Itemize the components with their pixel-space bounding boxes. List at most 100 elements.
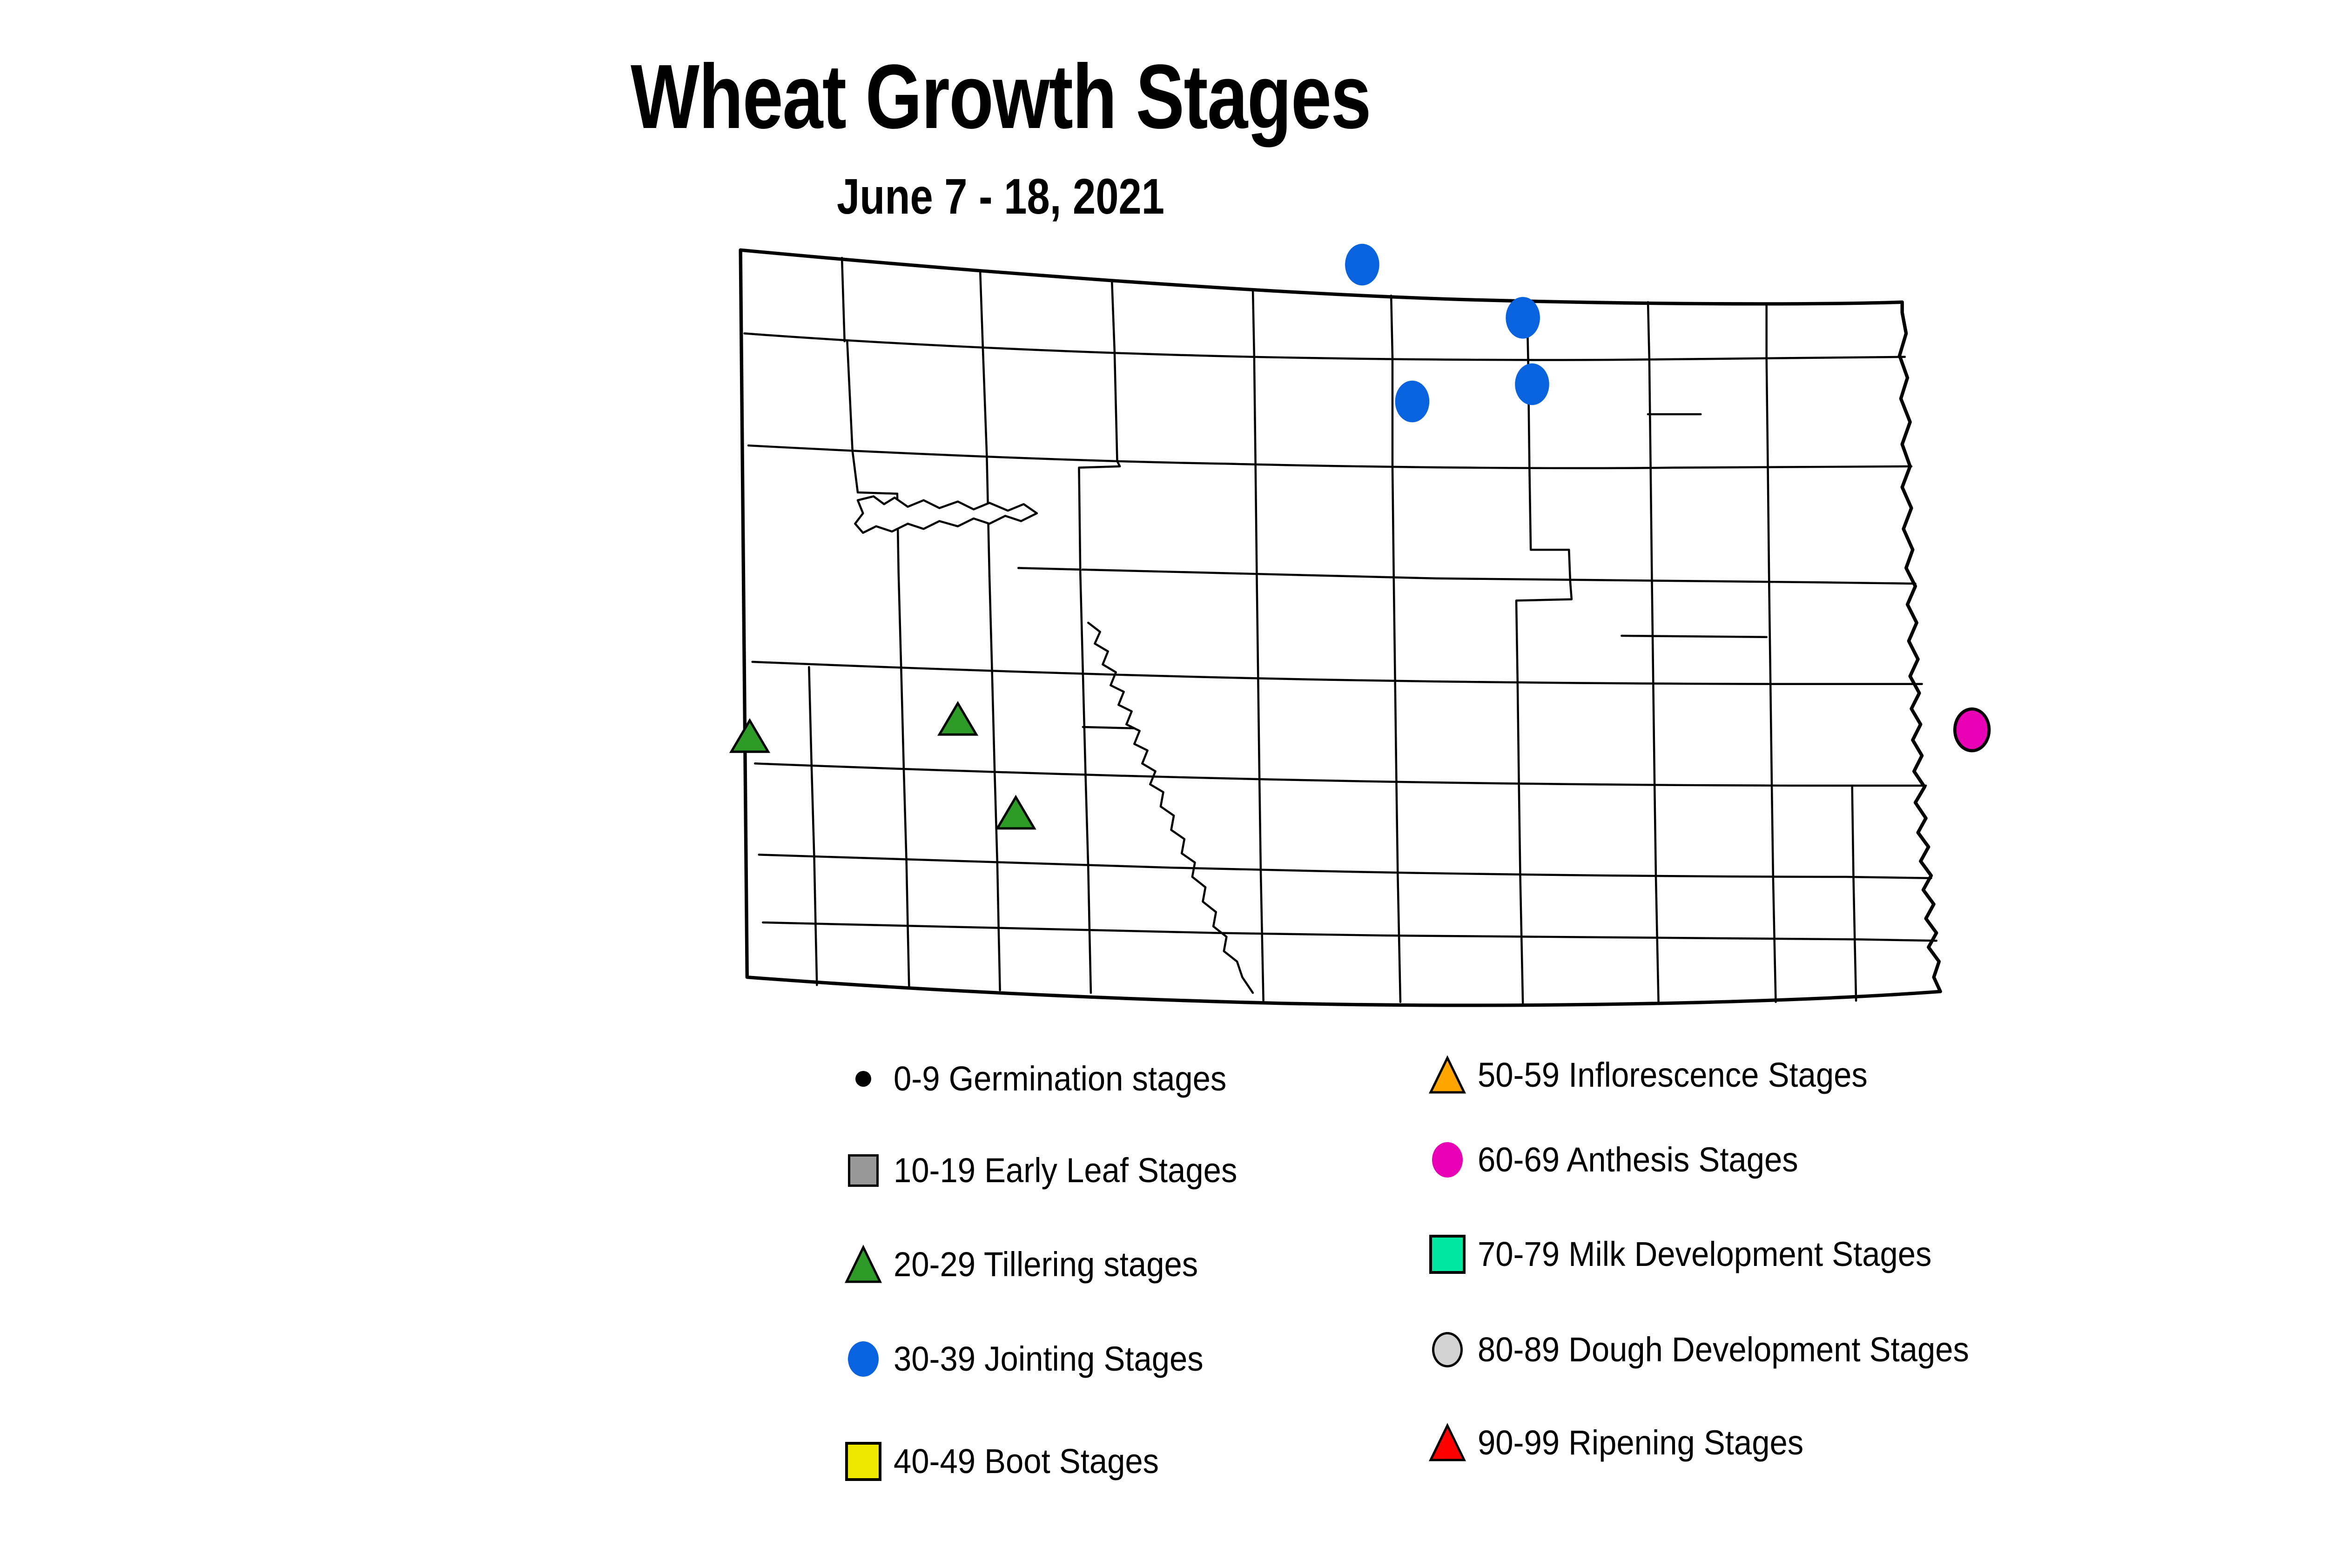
legend-item-10-19[interactable]: 10-19 Early Leaf Stages bbox=[833, 1143, 1263, 1198]
vline-t8-i bbox=[1773, 939, 1777, 1003]
vline-t7-h bbox=[1654, 875, 1659, 942]
vline-t7-c bbox=[996, 864, 1000, 932]
vline-t4-e bbox=[1392, 580, 1396, 683]
vline-t8-e bbox=[1261, 935, 1264, 1002]
vline-t6-h bbox=[1653, 784, 1657, 878]
missouri-river bbox=[1087, 621, 1254, 994]
legend-item-40-49[interactable]: 40-49 Boot Stages bbox=[833, 1433, 1179, 1489]
legend-item-label: 50-59 Inflorescence Stages bbox=[1478, 1056, 1868, 1094]
vline-t8-c bbox=[997, 929, 1001, 991]
vline-t8-d bbox=[1088, 932, 1092, 994]
vline-t5-step bbox=[1082, 726, 1136, 730]
vline-t1-a bbox=[841, 256, 846, 343]
vline-t3-g bbox=[1649, 466, 1653, 584]
vline-t3-c bbox=[1078, 460, 1121, 574]
legend-item-70-79[interactable]: 70-79 Milk Development Stages bbox=[1417, 1226, 1966, 1282]
vline-t4-h bbox=[1768, 585, 1772, 685]
vline-t4-d bbox=[1256, 577, 1259, 680]
vline-t2-a bbox=[846, 340, 854, 452]
vline-t7-d bbox=[1087, 867, 1091, 934]
vline-t5-i bbox=[1769, 683, 1773, 787]
legend-item-label: 0-9 Germination stages bbox=[894, 1059, 1227, 1098]
legend-marker-square-icon bbox=[848, 1154, 879, 1187]
county-boundaries bbox=[739, 248, 1942, 1007]
legend-item-50-59[interactable]: 50-59 Inflorescence Stages bbox=[1417, 1047, 1897, 1103]
legend-item-20-29[interactable]: 20-29 Tillering stages bbox=[833, 1237, 1221, 1292]
legend-swatch bbox=[1417, 1132, 1478, 1188]
map-point-30-39[interactable] bbox=[1506, 297, 1540, 339]
map-point-20-29[interactable] bbox=[729, 718, 770, 753]
legend-swatch bbox=[1417, 1322, 1478, 1378]
map-point-30-39[interactable] bbox=[1345, 243, 1379, 286]
vline-t7-a bbox=[813, 859, 817, 926]
vline-t4-a bbox=[897, 572, 902, 671]
vline-t4-f bbox=[1515, 581, 1573, 684]
vline-t2-b bbox=[982, 346, 988, 457]
vline-t1-d bbox=[1251, 288, 1256, 357]
legend-item-label: 20-29 Tillering stages bbox=[894, 1245, 1198, 1284]
vline-t7-g bbox=[1519, 874, 1523, 941]
legend-item-label: 10-19 Early Leaf Stages bbox=[894, 1151, 1237, 1190]
vline-t6-j bbox=[1851, 784, 1855, 878]
page-title: Wheat Growth Stages bbox=[630, 46, 1372, 148]
legend-marker-triangle-icon bbox=[1426, 1055, 1469, 1095]
legend-marker-triangle-icon bbox=[1426, 1423, 1469, 1463]
vline-t6-f bbox=[1395, 782, 1399, 875]
vline-t7-i bbox=[1772, 875, 1776, 942]
legend-item-label: 80-89 Dough Development Stages bbox=[1478, 1330, 1969, 1369]
legend-item-80-89[interactable]: 80-89 Dough Development Stages bbox=[1417, 1322, 2006, 1378]
legend-marker-circle-icon bbox=[1432, 1142, 1463, 1178]
vline-t1-g bbox=[1647, 301, 1651, 361]
map-data-points bbox=[729, 243, 1991, 830]
legend-swatch bbox=[833, 1237, 894, 1292]
legend-item-30-39[interactable]: 30-39 Jointing Stages bbox=[833, 1331, 1227, 1387]
legend-marker-circle-icon bbox=[855, 1071, 871, 1087]
legend-marker-circle-icon bbox=[848, 1341, 879, 1377]
vline-t6-i bbox=[1770, 784, 1775, 878]
legend-item-90-99[interactable]: 90-99 Ripening Stages bbox=[1417, 1415, 1828, 1471]
vline-t8-h bbox=[1656, 939, 1660, 1004]
legend-item-label: 90-99 Ripening Stages bbox=[1478, 1423, 1804, 1462]
map-point-20-29[interactable] bbox=[995, 794, 1036, 830]
map-point-20-29[interactable] bbox=[937, 701, 979, 736]
legend: 0-9 Germination stages 10-19 Early Leaf S… bbox=[833, 1047, 2229, 1545]
vline-t6-g bbox=[1518, 783, 1521, 877]
vline-t8-b bbox=[907, 926, 910, 989]
legend-item-label: 40-49 Boot Stages bbox=[894, 1442, 1159, 1481]
vline-t7-e bbox=[1259, 870, 1264, 938]
legend-marker-square-icon bbox=[845, 1442, 881, 1481]
legend-item-60-69[interactable]: 60-69 Anthesis Stages bbox=[1417, 1132, 1823, 1188]
map-point-30-39[interactable] bbox=[1395, 380, 1430, 423]
legend-marker-circle-icon bbox=[1432, 1332, 1463, 1367]
legend-marker-triangle-icon bbox=[842, 1245, 885, 1285]
vline-t3-e bbox=[1391, 465, 1395, 582]
north-dakota-map bbox=[726, 232, 2043, 1014]
map-svg bbox=[729, 243, 1991, 1007]
vline-t1-b bbox=[979, 271, 984, 349]
vline-t5-a bbox=[808, 666, 813, 770]
vline-t8-g bbox=[1520, 938, 1524, 1004]
page-subtitle: June 7 - 18, 2021 bbox=[837, 168, 1164, 224]
map-point-60-69[interactable] bbox=[1953, 707, 1991, 753]
title-block: Wheat Growth Stages June 7 - 18, 2021 bbox=[0, 0, 2001, 222]
vline-t8-a bbox=[814, 924, 818, 986]
vline-t1-c bbox=[1110, 280, 1116, 353]
vline-t4-c bbox=[1079, 572, 1084, 676]
lake-sakakawea bbox=[854, 495, 1038, 534]
vline-t5-f bbox=[1394, 680, 1398, 784]
legend-item-label: 70-79 Milk Development Stages bbox=[1478, 1235, 1932, 1273]
vline-t2-c bbox=[1113, 350, 1118, 463]
vline-t6-d bbox=[1084, 775, 1090, 869]
vline-t3-d bbox=[1254, 463, 1258, 580]
vline-t4-g bbox=[1651, 581, 1654, 685]
vline-t3-h bbox=[1767, 465, 1770, 587]
legend-marker-square-icon bbox=[1429, 1235, 1466, 1274]
map-point-30-39[interactable] bbox=[1515, 363, 1549, 405]
legend-swatch bbox=[1417, 1226, 1478, 1282]
tier-line-7 bbox=[761, 921, 1938, 942]
vline-t5-e bbox=[1257, 678, 1261, 782]
legend-item-0-9[interactable]: 0-9 Germination stages bbox=[833, 1051, 1251, 1107]
vline-t7-j bbox=[1852, 875, 1856, 942]
legend-swatch bbox=[833, 1143, 894, 1198]
vline-t8-f bbox=[1398, 937, 1402, 1003]
